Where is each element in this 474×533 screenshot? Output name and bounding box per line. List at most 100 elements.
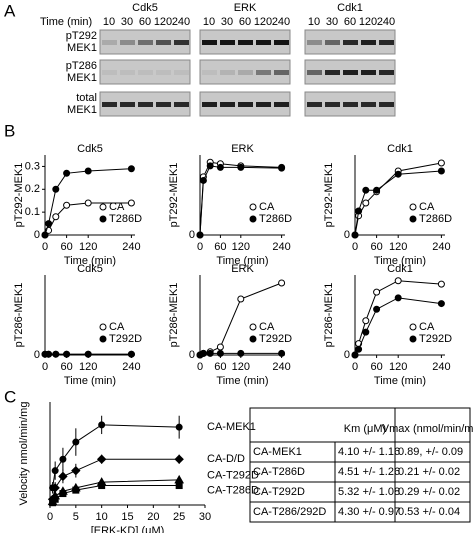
marker — [52, 213, 60, 221]
legend-marker — [409, 203, 417, 211]
marker — [63, 350, 71, 358]
time-tick: 30 — [221, 16, 233, 28]
x-tick-label: 240 — [432, 241, 450, 253]
x-tick-label: 120 — [389, 241, 407, 253]
x-axis-label: [ERK-KD] (μM) — [91, 525, 165, 533]
band — [138, 102, 153, 107]
x-axis-label: Time (min) — [64, 375, 116, 387]
y-tick-label: 0 — [34, 349, 40, 361]
chart-title: Cdk1 — [387, 263, 413, 275]
x-axis-label: Time (min) — [374, 255, 426, 267]
legend-marker — [99, 323, 107, 331]
table-cell: CA-MEK1 — [253, 446, 302, 458]
band — [238, 102, 253, 107]
chart-title: ERK — [231, 143, 254, 155]
y-tick-label: 0 — [344, 229, 350, 241]
marker — [362, 186, 370, 194]
time-tick: 60 — [139, 16, 151, 28]
marker — [216, 343, 224, 351]
marker — [127, 165, 135, 173]
y-axis-label: Velocity nmol/min/mg — [18, 402, 30, 506]
table-cell: 4.10 +/- 1.16 — [338, 446, 400, 458]
x-tick-label: 120 — [232, 361, 250, 373]
x-tick-label: 0 — [47, 511, 53, 523]
band — [256, 102, 271, 107]
marker — [216, 349, 224, 357]
band — [325, 40, 340, 45]
marker — [437, 280, 445, 288]
row-label: pT286 — [66, 60, 97, 72]
x-axis-label: Time (min) — [64, 255, 116, 267]
blot — [99, 59, 191, 85]
time-tick: 240 — [172, 16, 190, 28]
panel-label: C — [4, 387, 16, 406]
marker — [52, 185, 60, 193]
marker — [51, 467, 59, 475]
band — [379, 70, 394, 75]
band — [102, 70, 117, 75]
y-axis-label: pT292-MEK1 — [168, 163, 180, 228]
marker — [237, 349, 245, 357]
band — [120, 40, 135, 45]
y-tick-label: 0 — [34, 229, 40, 241]
band — [202, 102, 217, 107]
marker — [41, 231, 49, 239]
panel-label: B — [4, 121, 15, 140]
time-tick: 10 — [203, 16, 215, 28]
y-tick-label: 0.2 — [25, 183, 40, 195]
marker — [199, 349, 207, 357]
marker — [72, 486, 80, 494]
table-header: Km (μM) — [344, 423, 386, 435]
panel-label: A — [4, 1, 16, 20]
band — [156, 70, 171, 75]
marker — [71, 465, 81, 476]
legend-label: CA — [109, 201, 125, 213]
table-cell: 4.51 +/- 1.26 — [338, 466, 400, 478]
marker — [206, 349, 214, 357]
legend-marker — [249, 323, 257, 331]
band — [174, 102, 189, 107]
time-tick: 60 — [344, 16, 356, 28]
table-header: Vmax (nmol/min/mg) — [382, 423, 474, 435]
band — [361, 40, 376, 45]
band — [138, 40, 153, 45]
chart-title: Cdk1 — [387, 143, 413, 155]
band — [274, 102, 289, 107]
legend-marker — [249, 335, 257, 343]
legend-marker — [249, 215, 257, 223]
series-label: CA-T286D — [207, 484, 259, 496]
band — [174, 70, 189, 75]
marker — [63, 201, 71, 209]
x-tick-label: 240 — [272, 361, 290, 373]
band — [138, 70, 153, 75]
time-tick: 120 — [359, 16, 377, 28]
band — [307, 102, 322, 107]
table-cell: CA-T292D — [253, 486, 305, 498]
legend-label: CA — [259, 201, 275, 213]
x-axis-label: Time (min) — [374, 375, 426, 387]
marker — [199, 176, 207, 184]
time-tick: 30 — [326, 16, 338, 28]
band — [274, 70, 289, 75]
marker — [373, 305, 381, 313]
y-axis-label: pT286-MEK1 — [13, 283, 25, 348]
legend-label: T292D — [109, 333, 142, 345]
y-tick-label: 0.1 — [25, 206, 40, 218]
x-tick-label: 240 — [122, 241, 140, 253]
marker — [351, 231, 359, 239]
legend-marker — [409, 335, 417, 343]
x-tick-label: 0 — [42, 361, 48, 373]
time-tick: 240 — [272, 16, 290, 28]
x-tick-label: 120 — [79, 241, 97, 253]
marker — [59, 455, 67, 463]
band — [102, 102, 117, 107]
marker — [237, 163, 245, 171]
x-tick-label: 0 — [197, 361, 203, 373]
table-cell: 5.32 +/- 1.08 — [338, 486, 400, 498]
table-cell: 0.89, +/- 0.09 — [398, 446, 463, 458]
marker — [98, 482, 106, 490]
marker — [351, 351, 359, 359]
kinase-label: ERK — [234, 2, 257, 14]
marker — [72, 438, 80, 446]
